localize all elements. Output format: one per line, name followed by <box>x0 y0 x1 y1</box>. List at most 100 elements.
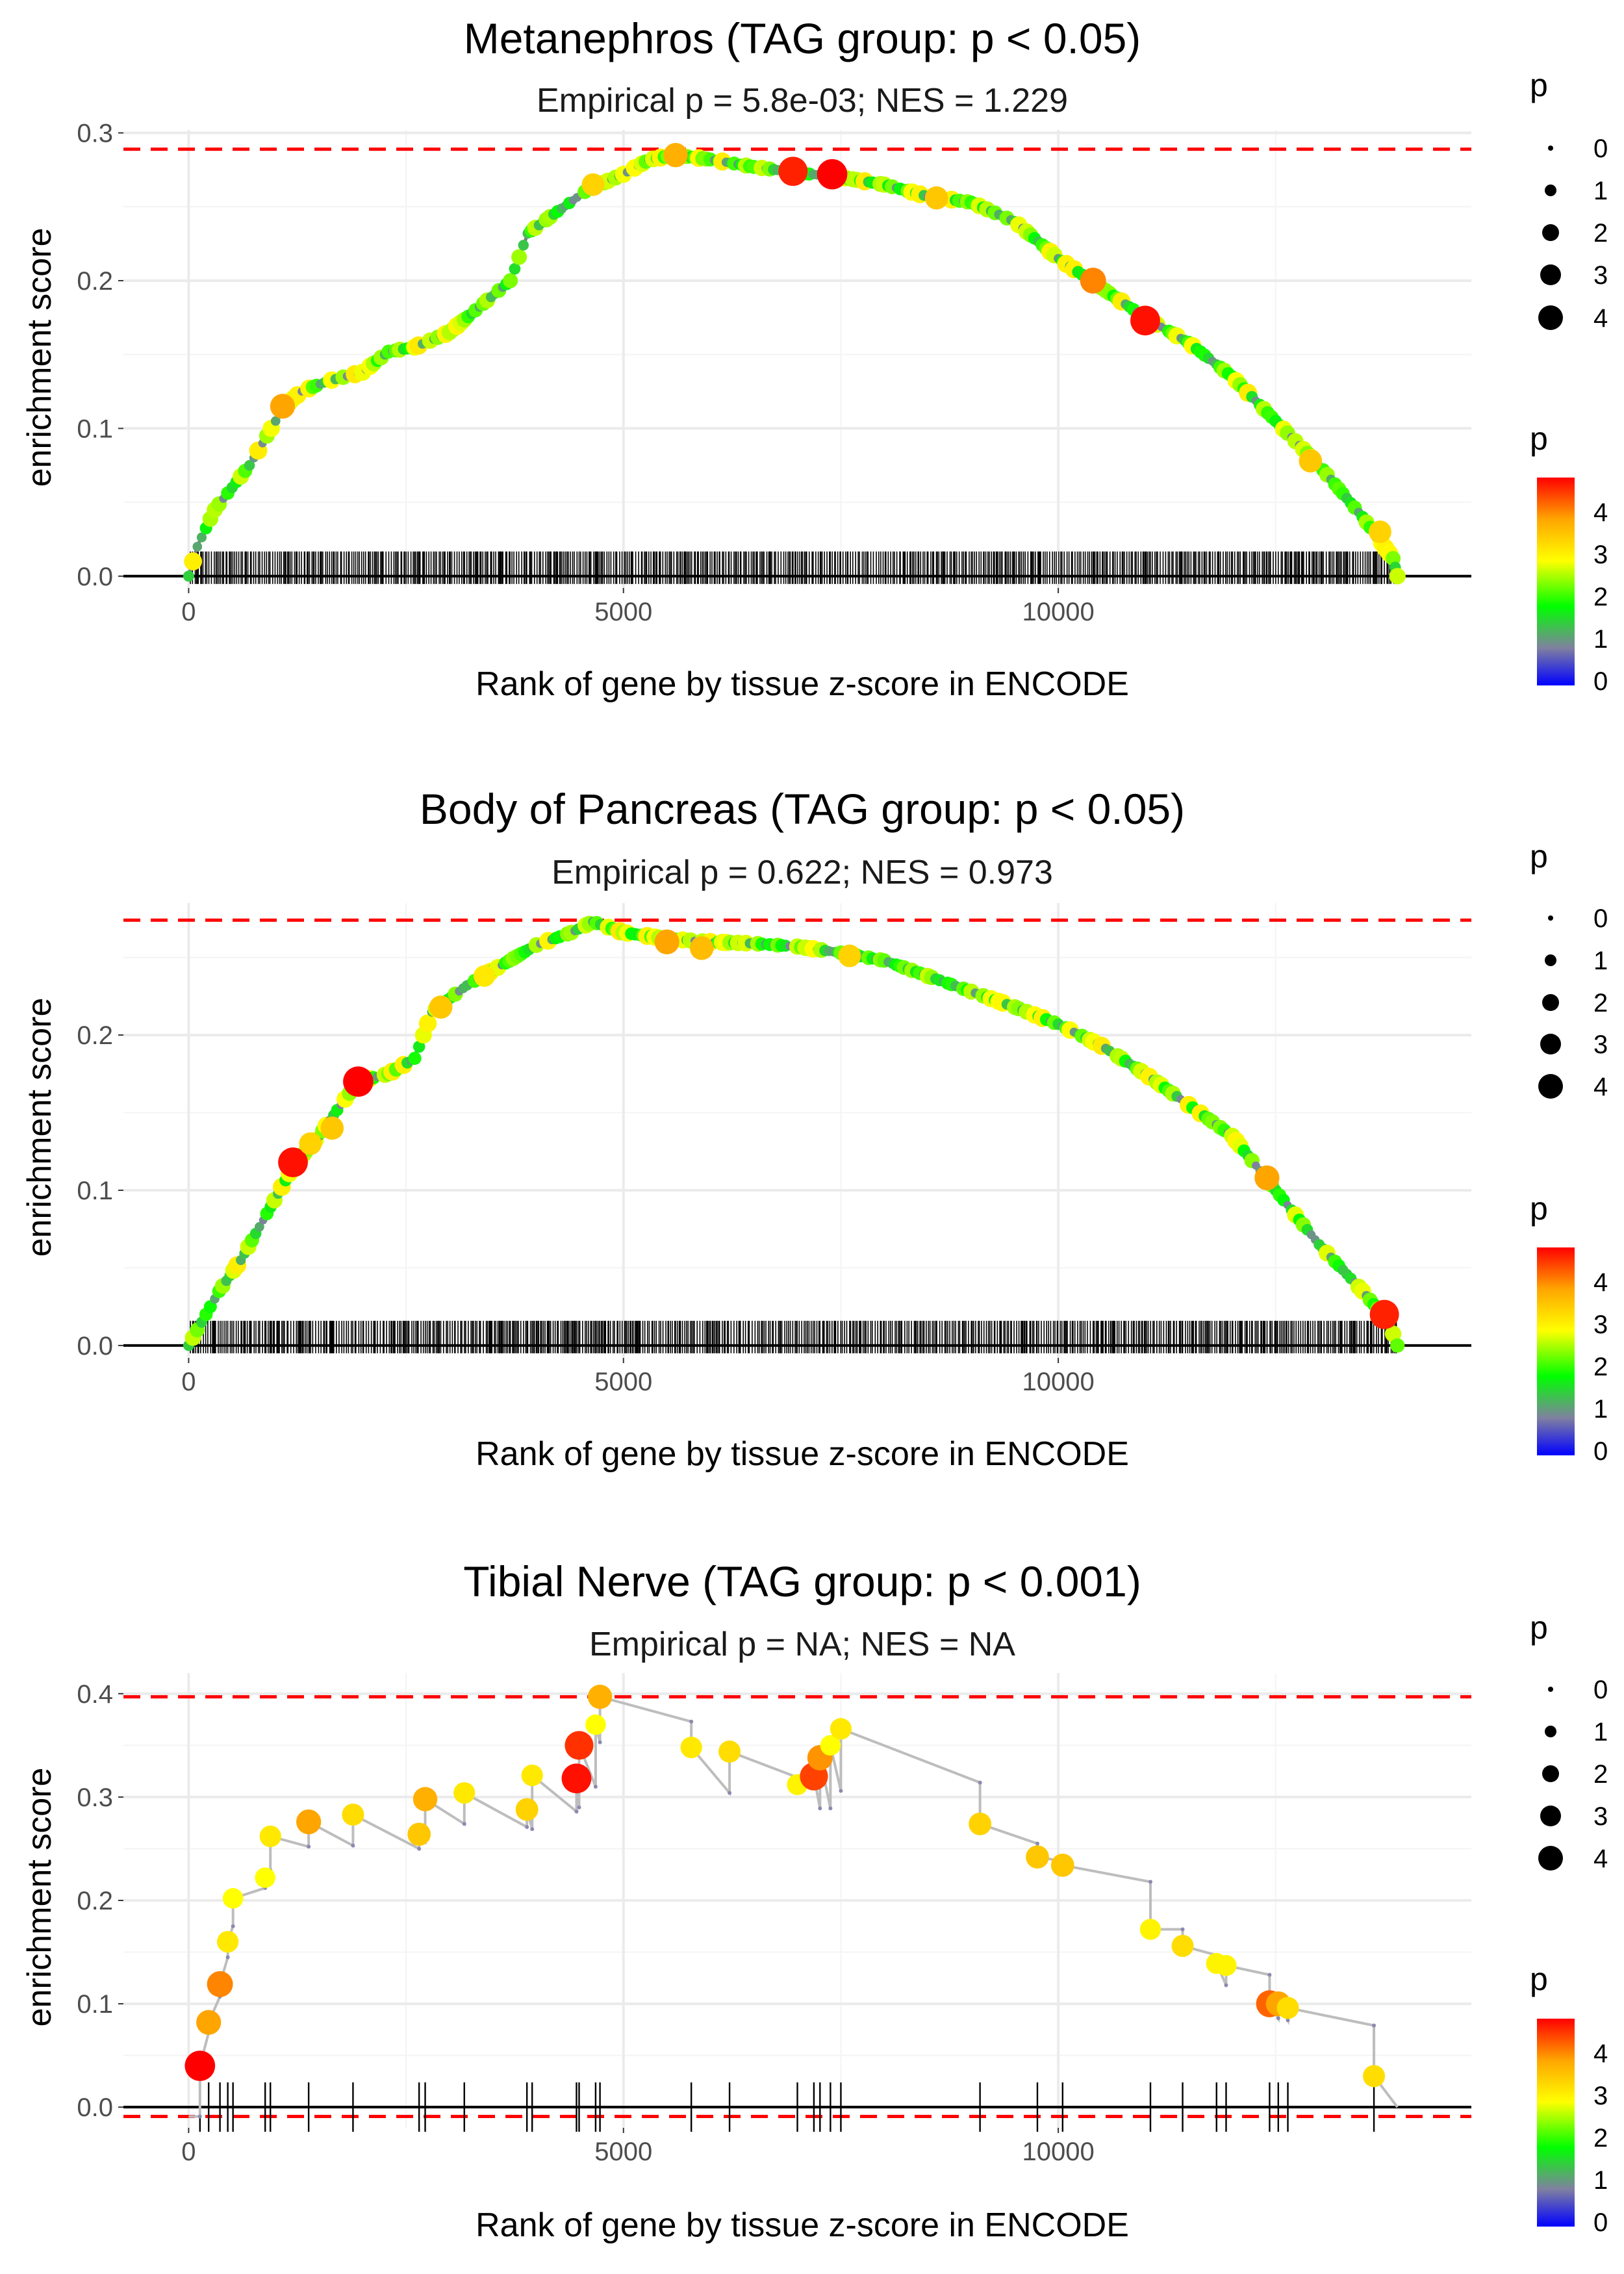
size-legend-label: 2 <box>1593 989 1608 1017</box>
x-tick-label: 0 <box>181 1368 196 1396</box>
gene-point-small <box>1180 1927 1185 1932</box>
size-legend-dot <box>1538 305 1563 330</box>
gene-point <box>585 1714 606 1735</box>
y-axis-title: enrichment score <box>21 1768 58 2027</box>
gene-point <box>184 552 202 570</box>
gene-point-small <box>231 1924 235 1928</box>
colorbar-label: 0 <box>1593 667 1608 696</box>
gene-point-highlight <box>778 157 808 186</box>
gene-point <box>259 1825 281 1847</box>
size-legend-dot <box>1538 1846 1563 1871</box>
chart-title: Body of Pancreas (TAG group: p < 0.05) <box>420 785 1185 833</box>
gene-point-small <box>1267 1973 1272 1977</box>
gene-point-small <box>728 1791 732 1795</box>
color-legend-title: p <box>1530 1961 1548 1997</box>
x-axis-title: Rank of gene by tissue z-score in ENCODE <box>476 2206 1129 2244</box>
y-tick-label: 0.1 <box>77 1990 113 2019</box>
gene-point <box>561 1763 592 1794</box>
size-legend-label: 2 <box>1593 1760 1608 1789</box>
gene-point-small <box>462 1822 466 1826</box>
y-tick-label: 0.2 <box>77 267 113 296</box>
gene-point-highlight <box>270 394 296 419</box>
gene-point <box>418 1014 437 1032</box>
gene-point-small <box>1286 2018 1290 2023</box>
size-legend-label: 3 <box>1593 261 1608 290</box>
color-legend: p 4 3 2 1 0 <box>1530 1961 1608 2237</box>
gene-point-small <box>530 1827 535 1832</box>
running-sum-line <box>188 1694 1399 2118</box>
gene-point <box>196 532 207 543</box>
gene-point <box>192 541 203 552</box>
colorbar <box>1537 2019 1575 2227</box>
gene-point <box>412 1787 438 1811</box>
gene-point-small <box>525 1825 529 1830</box>
gene-point <box>1276 1997 1299 2019</box>
gene-point-highlight <box>343 1066 374 1097</box>
size-legend: p 0 1 2 3 4 <box>1530 1609 1608 1873</box>
gene-point-highlight <box>838 944 861 967</box>
y-tick-label: 0.4 <box>77 1680 113 1709</box>
gene-point <box>342 1803 364 1826</box>
colorbar-label: 0 <box>1593 1437 1608 1466</box>
colorbar-label: 4 <box>1593 498 1608 527</box>
chart-title: Metanephros (TAG group: p < 0.05) <box>464 14 1141 62</box>
colorbar-label: 1 <box>1593 625 1608 654</box>
gene-point-highlight <box>473 965 496 987</box>
panel-tibial-nerve: Tibial Nerve (TAG group: p < 0.001) Empi… <box>21 1557 1608 2244</box>
gene-point-highlight <box>581 173 605 196</box>
gene-point <box>515 1798 539 1821</box>
y-axis-title: enrichment score <box>21 228 58 487</box>
size-legend-dot <box>1542 994 1559 1011</box>
gene-point <box>255 1867 275 1888</box>
size-legend-dot <box>1548 146 1553 151</box>
size-legend-label: 1 <box>1593 1718 1608 1746</box>
size-legend: p 0 1 2 3 4 <box>1530 838 1608 1101</box>
y-tick-label: 0.0 <box>77 1332 113 1361</box>
colorbar <box>1537 1247 1575 1455</box>
y-tick-label: 0.0 <box>77 563 113 591</box>
gene-point <box>408 1051 422 1066</box>
x-tick-label: 10000 <box>1022 1368 1094 1396</box>
panel-body-of-pancreas: Body of Pancreas (TAG group: p < 0.05) E… <box>21 785 1608 1473</box>
size-legend-label: 0 <box>1593 904 1608 933</box>
size-legend-dot <box>1542 1765 1559 1782</box>
gene-point <box>1139 1919 1161 1940</box>
gene-point-highlight <box>924 186 948 210</box>
size-legend-dot <box>1540 1806 1561 1826</box>
size-legend-label: 0 <box>1593 134 1608 163</box>
size-legend-dot <box>1540 264 1561 285</box>
gene-point <box>1171 1934 1194 1958</box>
y-tick-label: 0.3 <box>77 120 113 148</box>
colorbar-label: 2 <box>1593 1353 1608 1381</box>
colorbar-label: 3 <box>1593 2082 1608 2110</box>
gene-point-highlight <box>1080 268 1106 294</box>
size-legend-dot <box>1538 1074 1563 1099</box>
gene-point-highlight <box>1369 1299 1399 1329</box>
x-tick-label: 5000 <box>594 1368 652 1396</box>
chart-subtitle: Empirical p = 5.8e-03; NES = 1.229 <box>537 82 1068 120</box>
gene-point-highlight <box>1368 520 1391 544</box>
size-legend-label: 4 <box>1593 1845 1608 1873</box>
gene-point-small <box>1148 1880 1153 1884</box>
gene-point <box>503 273 518 288</box>
x-axis-title: Rank of gene by tissue z-score in ENCODE <box>476 665 1129 703</box>
chart-subtitle: Empirical p = NA; NES = NA <box>589 1626 1015 1663</box>
gene-point <box>270 416 281 426</box>
size-legend-dot <box>1545 954 1556 966</box>
x-axis-title: Rank of gene by tissue z-score in ENCODE <box>476 1435 1129 1473</box>
gene-point <box>412 1040 425 1053</box>
size-legend-dot <box>1545 185 1556 196</box>
size-legend-label: 0 <box>1593 1676 1608 1704</box>
colorbar-label: 1 <box>1593 1395 1608 1424</box>
gene-point-small <box>1372 2023 1377 2028</box>
gene-point-highlight <box>663 142 688 168</box>
gene-point <box>184 2050 216 2081</box>
y-tick-label: 0.2 <box>77 1021 113 1050</box>
colorbar-label: 3 <box>1593 1310 1608 1339</box>
gene-point <box>196 2010 222 2035</box>
gene-point-small <box>417 1846 422 1851</box>
gene-point <box>680 1736 702 1759</box>
size-legend-label: 1 <box>1593 947 1608 975</box>
gene-point <box>1390 1338 1405 1353</box>
